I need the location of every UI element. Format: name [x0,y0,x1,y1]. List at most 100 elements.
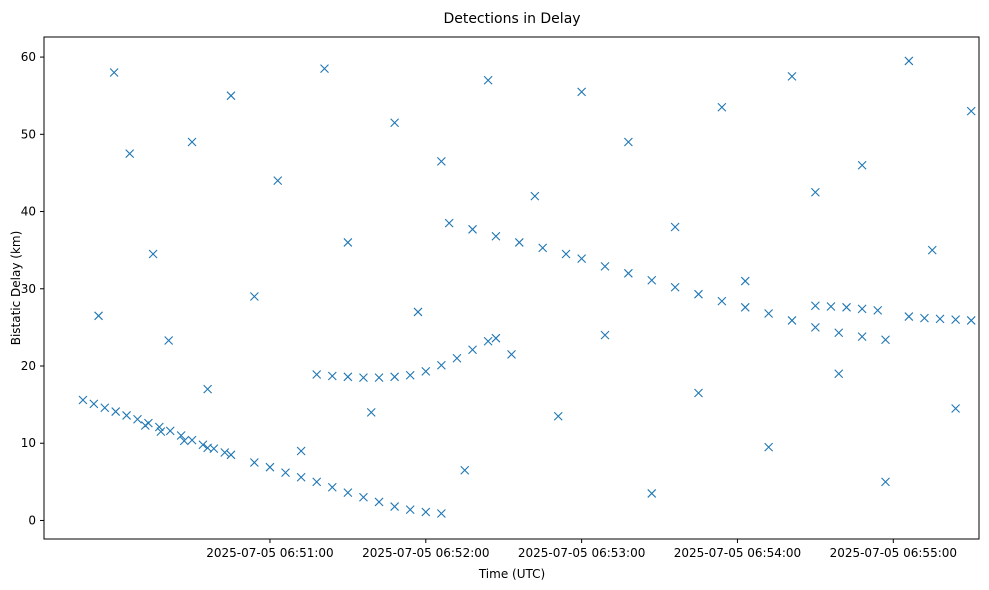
data-point [904,312,914,321]
data-point [927,245,937,255]
data-point [343,488,353,498]
data-point [507,350,516,359]
x-tick-label: 2025-07-05 06:55:00 [830,546,957,560]
data-point [491,333,501,343]
data-point [249,292,259,301]
data-point [623,137,633,147]
data-point [538,243,548,253]
data-point [390,502,400,511]
data-point [514,238,524,247]
data-point [359,373,368,382]
data-point [966,106,976,116]
data-point [452,353,462,363]
data-point [577,254,587,264]
data-point [133,414,142,424]
data-point [421,507,431,517]
data-point [694,388,703,398]
data-point [764,309,774,318]
data-point [343,372,353,382]
y-tick-label: 40 [21,205,36,219]
y-axis-ticks: 0 10 20 30 40 50 60 [21,50,44,527]
data-point [374,373,384,382]
data-point [436,156,446,166]
data-point [226,450,236,460]
data-point [296,446,306,456]
data-point [390,118,400,128]
data-point [857,160,867,170]
chart-title: Detections in Delay [443,11,580,27]
data-point [78,395,88,405]
x-tick-label: 2025-07-05 06:54:00 [674,546,801,560]
data-point [296,472,306,482]
data-point [826,302,836,311]
data-point [343,238,353,247]
data-point [764,442,774,452]
data-point [164,336,174,345]
data-point [694,289,703,299]
data-point [740,302,750,312]
data-point [203,384,213,394]
data-point [156,427,166,437]
data-point [109,68,119,77]
data-point [577,87,587,97]
data-point [176,431,186,440]
data-point [390,372,400,382]
data-point [148,249,158,259]
data-point [670,282,680,292]
data-point [951,315,961,325]
y-tick-label: 10 [21,436,36,450]
data-point [187,137,197,147]
data-point [165,426,175,436]
data-point [468,345,477,355]
data-point [154,422,164,432]
data-point [89,399,99,409]
data-point [670,222,680,232]
data-point [421,367,431,376]
data-point [857,332,867,342]
data-point [312,370,322,379]
data-point [327,371,337,381]
data-point [327,482,337,492]
x-tick-label: 2025-07-05 06:53:00 [518,546,645,560]
data-point [881,335,890,345]
data-point [842,302,851,312]
data-point [374,497,384,507]
data-point [483,75,493,85]
data-point [100,403,110,413]
data-point [265,462,275,472]
data-point [920,313,929,323]
data-point [951,404,961,413]
data-point [647,275,657,285]
data-point [483,336,493,346]
data-point [413,307,423,317]
y-tick-label: 30 [21,282,36,296]
x-tick-label: 2025-07-05 06:52:00 [362,546,489,560]
data-point [787,71,797,81]
data-point [881,477,890,487]
data-point [647,489,657,498]
data-point [904,56,914,66]
data-point [491,231,501,241]
data-point [740,276,750,286]
data-point [405,370,415,380]
data-point [561,249,571,259]
x-tick-label: 2025-07-05 06:51:00 [206,546,333,560]
data-point [366,407,376,417]
data-point [553,411,563,421]
x-axis-label: Time (UTC) [478,567,545,581]
data-point [203,443,213,453]
data-point [966,316,976,325]
plot-frame [43,36,980,540]
data-point [873,306,883,315]
data-point [444,218,454,228]
y-tick-label: 20 [21,359,36,373]
data-point [359,492,368,502]
data-point [320,64,329,74]
y-tick-label: 50 [21,127,36,141]
data-point [179,436,189,446]
data-point [226,91,236,101]
data-point [220,448,230,457]
data-point [94,311,103,321]
